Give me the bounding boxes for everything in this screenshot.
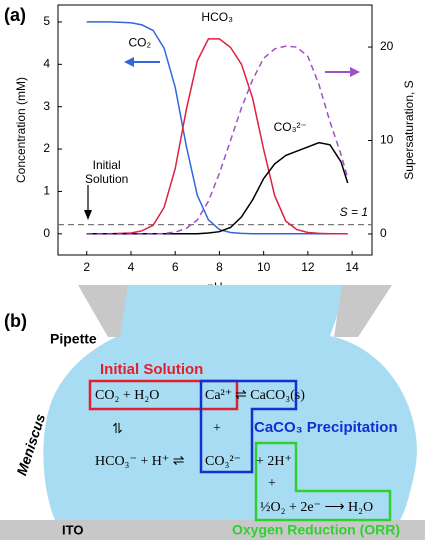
- data-line: [86, 45, 349, 235]
- equation: +: [213, 421, 221, 436]
- y-tick-label: 4: [43, 56, 50, 70]
- equation: ½O₂ + 2e⁻ ⟶ H₂O: [260, 500, 373, 515]
- data-line: [86, 141, 349, 235]
- equation: ⇌ CaCO₃(s): [235, 388, 305, 403]
- data-line: [86, 38, 348, 235]
- panel-label: (a): [4, 5, 26, 25]
- x-tick-label: 8: [216, 260, 223, 274]
- y-tick-label: 5: [43, 14, 50, 28]
- y-axis-label: Concentration (mM): [14, 77, 28, 183]
- initial-solution-label: Initial Solution: [100, 361, 203, 378]
- series-label: CO₂: [128, 35, 151, 49]
- y-tick-label: 2: [43, 141, 50, 155]
- meniscus-scene: [0, 285, 425, 540]
- y2-tick-label: 0: [380, 226, 387, 240]
- y2-tick-label: 10: [380, 133, 394, 147]
- annotation: Solution: [85, 172, 128, 186]
- pipette-label: Pipette: [50, 331, 97, 347]
- equation: ⇌: [109, 422, 124, 434]
- x-tick-label: 6: [172, 260, 179, 274]
- annotation: Initial: [93, 158, 121, 172]
- orr-label: Oxygen Reduction (ORR): [232, 522, 400, 538]
- y-tick-label: 0: [43, 226, 50, 240]
- equation: HCO₃⁻ + H⁺ ⇌: [95, 454, 185, 469]
- equation: CO₃²⁻: [205, 454, 241, 469]
- y-tick-label: 1: [43, 184, 50, 198]
- x-tick-label: 12: [301, 260, 315, 274]
- equation: Ca²⁺: [205, 388, 232, 403]
- equation: + 2H⁺: [256, 454, 292, 469]
- panel-label: (b): [4, 311, 27, 331]
- series-label: CO₃²⁻: [274, 120, 307, 134]
- precipitation-label: CaCO₃ Precipitation: [254, 419, 398, 436]
- series-label: HCO₃: [201, 10, 233, 24]
- y2-axis-label: Supersaturation, S: [402, 80, 416, 179]
- x-tick-label: 14: [345, 260, 359, 274]
- x-tick-label: 10: [257, 260, 271, 274]
- equation: CO₂ + H₂O: [95, 388, 159, 403]
- plot-frame: [57, 4, 373, 256]
- data-line: [86, 21, 348, 235]
- ito-label: ITO: [62, 522, 83, 537]
- reference-label: S = 1: [340, 205, 368, 219]
- y2-tick-label: 20: [380, 39, 394, 53]
- x-tick-label: 4: [128, 260, 135, 274]
- y-tick-label: 3: [43, 99, 50, 113]
- axis-arrow: [84, 57, 360, 220]
- equation: +: [268, 476, 276, 491]
- meniscus-label: Meniscus: [13, 412, 48, 478]
- x-tick-label: 2: [83, 260, 90, 274]
